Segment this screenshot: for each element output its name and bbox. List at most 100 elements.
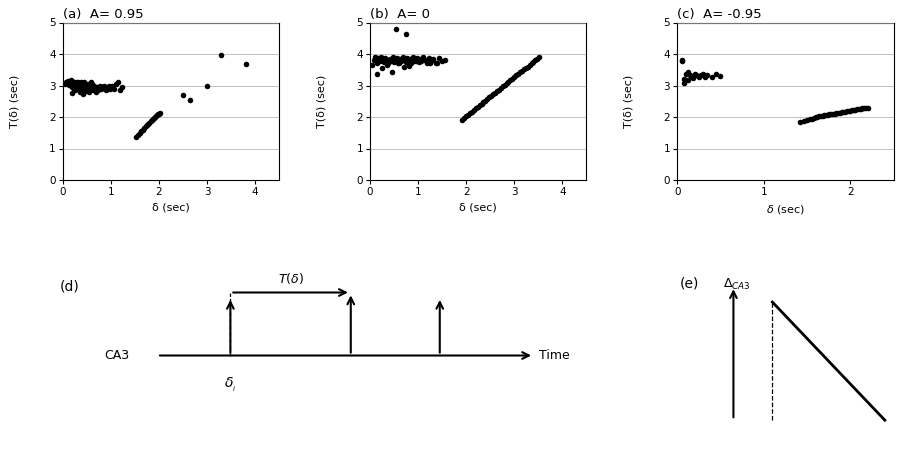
Point [88,88,102,95]
Point [365,61,380,68]
Point [851,106,866,113]
Point [409,56,423,63]
Point [58,80,73,87]
Point [501,78,515,86]
Point [530,55,544,63]
Point [104,84,119,91]
Point [406,53,420,60]
Point [832,109,847,116]
Point [419,59,434,67]
Point [684,73,699,80]
Point [144,118,158,125]
Point [800,116,814,123]
Point [63,79,77,86]
Point [471,104,485,111]
Point [492,86,506,93]
Point [66,78,81,86]
Point [843,107,858,114]
Point [75,86,90,94]
Point [81,80,95,87]
Point [94,86,109,93]
Point [102,86,117,93]
Point [79,88,93,95]
Point [713,72,727,80]
Point [523,61,537,68]
Point [152,110,166,117]
Point [803,116,817,123]
Point [68,79,83,86]
Point [82,82,96,89]
Point [67,80,82,87]
Point [836,108,850,116]
Text: (b)  A= 0: (b) A= 0 [370,9,430,21]
Point [845,107,859,114]
Point [380,56,394,63]
Text: (a)  A= 0.95: (a) A= 0.95 [63,9,144,21]
Point [461,111,475,118]
Point [82,86,96,93]
Point [418,56,432,63]
Point [515,67,529,74]
Point [114,84,128,91]
Point [373,57,387,64]
Point [140,122,154,129]
Point [416,55,430,63]
Point [95,84,110,91]
X-axis label: $\delta$ (sec): $\delta$ (sec) [766,202,805,216]
Point [70,86,84,93]
Point [77,78,92,86]
Point [62,81,76,89]
Point [66,77,80,85]
Point [435,57,449,64]
Point [687,70,701,77]
Point [484,92,498,99]
Point [503,76,517,84]
Point [806,114,821,122]
Point [438,56,453,63]
Point [67,85,82,92]
Point [400,54,414,61]
Point [479,97,493,104]
Y-axis label: T(δ) (sec): T(δ) (sec) [317,75,327,128]
Point [381,59,395,67]
Point [176,91,190,99]
Point [71,78,85,86]
Point [698,73,712,80]
Point [99,86,113,94]
Point [83,86,97,93]
Point [532,54,546,61]
Point [136,124,151,131]
Point [681,69,695,76]
Point [465,108,480,115]
Point [462,110,477,117]
Point [84,80,99,87]
Point [392,59,406,67]
Point [427,55,441,63]
Point [516,66,531,73]
Point [411,58,426,65]
Point [819,112,833,119]
Point [67,86,82,94]
X-axis label: δ (sec): δ (sec) [152,202,189,212]
Point [141,120,155,127]
Y-axis label: T(δ) (sec): T(δ) (sec) [624,75,634,128]
Point [73,84,87,91]
Point [390,54,404,61]
Y-axis label: T(δ) (sec): T(δ) (sec) [10,75,20,128]
Point [847,107,861,114]
Point [368,54,383,61]
Text: (c)  A= -0.95: (c) A= -0.95 [677,9,762,21]
Point [128,133,143,140]
Point [679,70,693,77]
Point [60,79,75,86]
Point [424,57,438,64]
Point [77,79,92,86]
Point [109,80,123,87]
Point [709,71,723,78]
Point [860,104,875,111]
Point [85,86,100,94]
Point [677,75,691,82]
Point [826,110,841,117]
X-axis label: δ (sec): δ (sec) [459,202,497,212]
Point [73,89,87,96]
